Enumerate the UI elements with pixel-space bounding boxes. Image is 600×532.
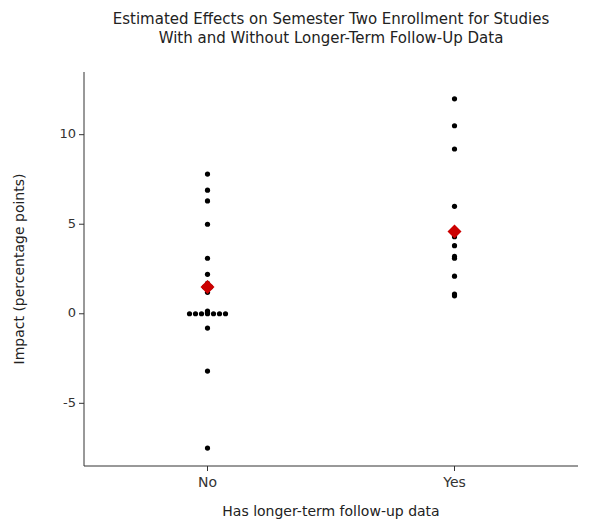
y-tick <box>79 224 84 225</box>
point <box>211 311 216 316</box>
title-line: With and Without Longer-Term Follow-Up D… <box>159 29 504 47</box>
point <box>193 311 198 316</box>
y-tick <box>79 134 84 135</box>
point <box>205 445 210 450</box>
point <box>205 198 210 203</box>
point <box>217 311 222 316</box>
point <box>452 123 457 128</box>
point <box>452 146 457 151</box>
point <box>205 368 210 373</box>
point <box>205 188 210 193</box>
y-tick-label: 0 <box>68 305 76 320</box>
point <box>452 293 457 298</box>
axes: -5 0 5 10 No Yes <box>59 72 578 490</box>
x-tick <box>207 466 208 471</box>
x-tick <box>454 466 455 471</box>
y-tick <box>79 313 84 314</box>
x-tick-label: Yes <box>442 474 466 490</box>
x-axis-label: Has longer-term follow-up data <box>222 503 439 519</box>
y-axis-label: Impact (percentage points) <box>11 174 27 365</box>
x-tick-label: No <box>198 474 217 490</box>
y-tick <box>79 403 84 404</box>
point <box>205 272 210 277</box>
mean-marker <box>448 224 462 238</box>
y-tick-label: 10 <box>59 126 76 141</box>
title: Estimated Effects on Semester Two Enroll… <box>113 10 550 47</box>
point <box>452 256 457 261</box>
point <box>205 311 210 316</box>
point <box>205 171 210 176</box>
point <box>205 310 210 315</box>
y-tick-label: -5 <box>63 395 76 410</box>
point <box>187 311 192 316</box>
chart: -5 0 5 10 No Yes Estimated Effects on Semester… <box>0 0 600 532</box>
y-tick-label: 5 <box>68 216 76 231</box>
point <box>205 222 210 227</box>
y-axis-line <box>84 72 85 466</box>
background <box>0 0 600 532</box>
point <box>452 274 457 279</box>
point <box>205 256 210 261</box>
title-line: Estimated Effects on Semester Two Enroll… <box>113 10 550 28</box>
marks <box>187 96 462 450</box>
point <box>452 243 457 248</box>
x-axis-line <box>84 466 578 467</box>
point <box>199 311 204 316</box>
point <box>452 204 457 209</box>
point <box>205 326 210 331</box>
point <box>452 96 457 101</box>
mean-marker <box>201 280 215 294</box>
point <box>223 311 228 316</box>
